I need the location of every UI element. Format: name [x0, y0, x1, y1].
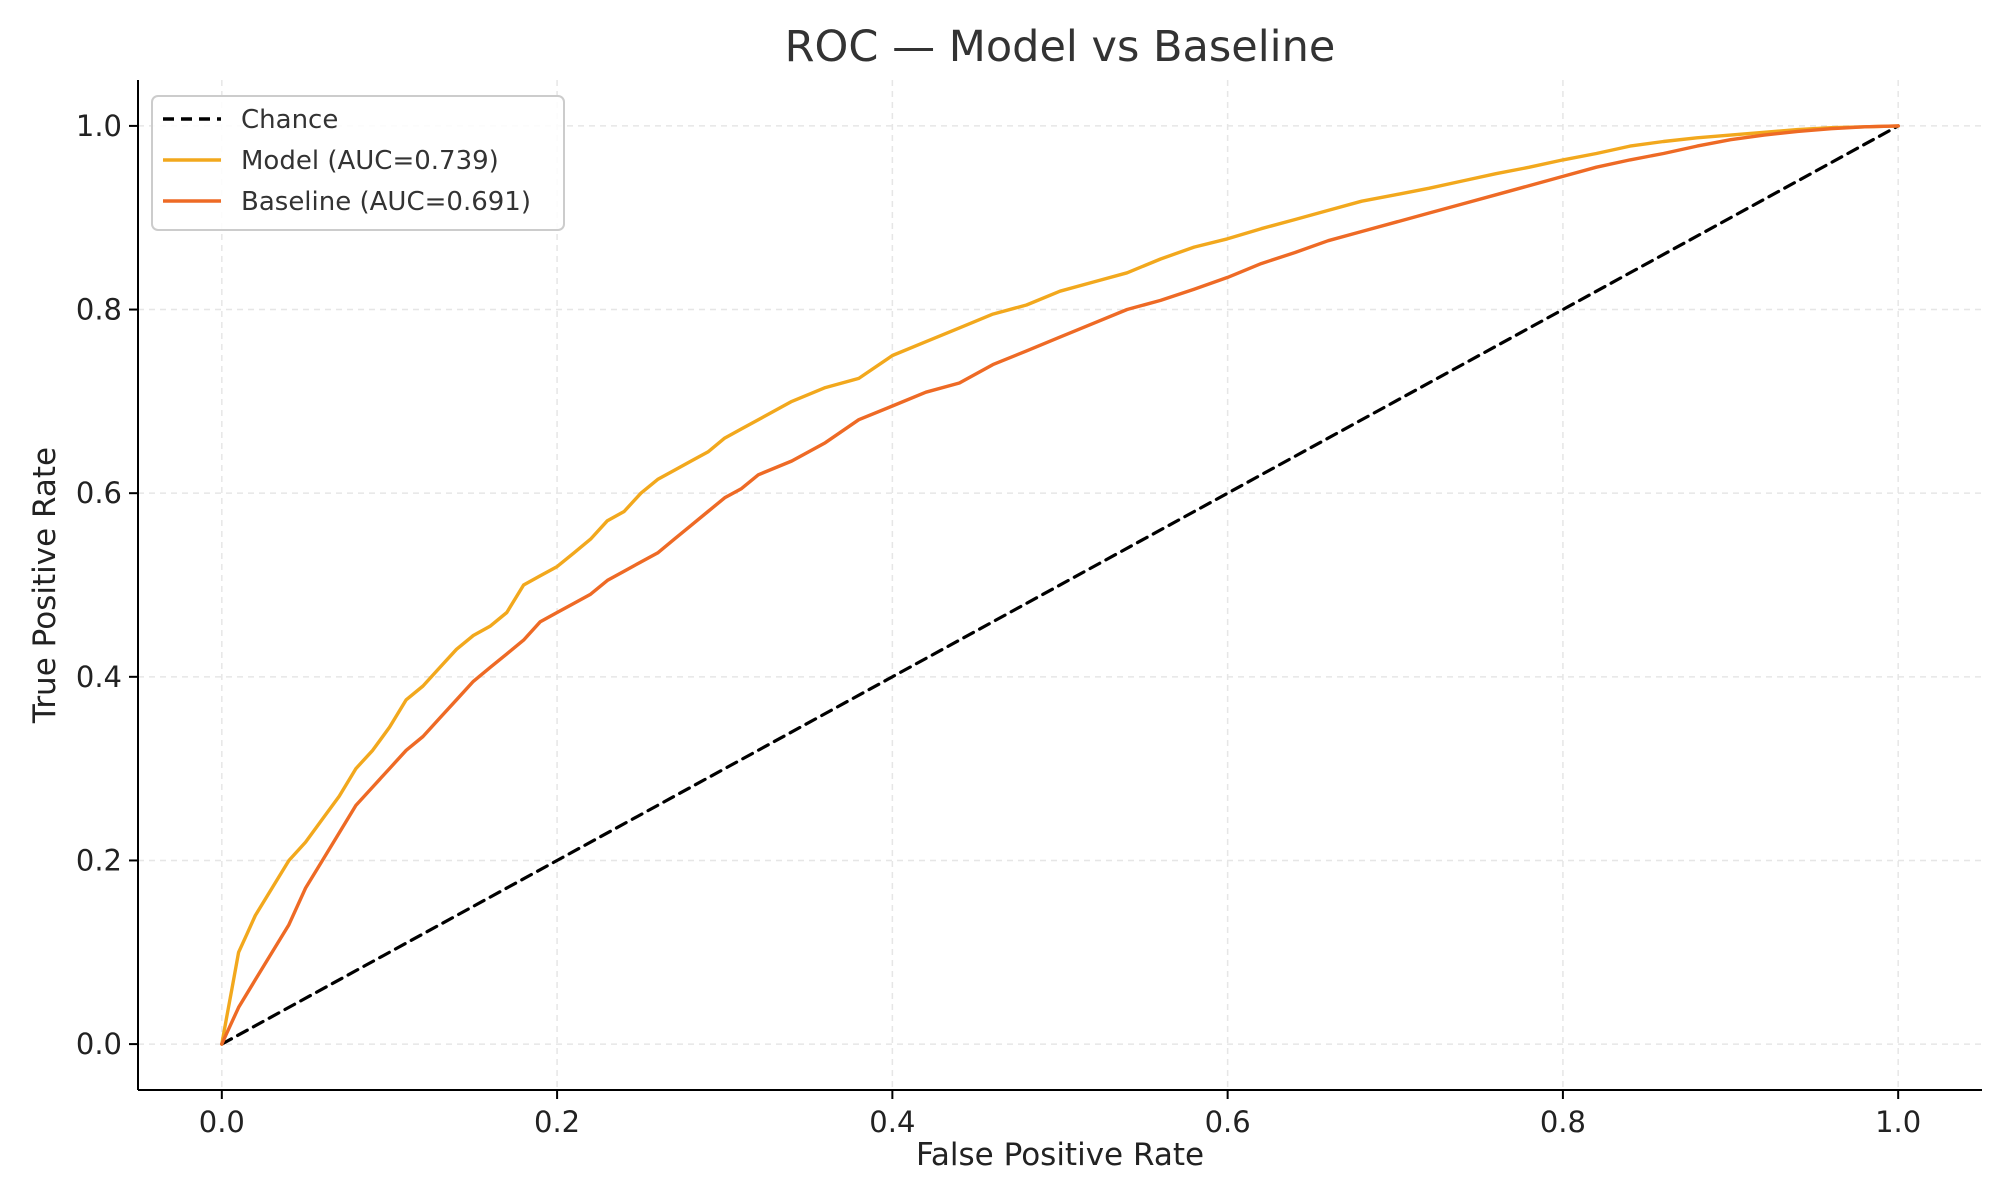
legend-items: Chance Model (AUC=0.739) Baseline (AUC=0.6… — [163, 105, 531, 217]
x-tick-label: 0.2 — [534, 1105, 580, 1139]
x-tick-label: 0.4 — [869, 1105, 915, 1139]
series-line-baseline — [220, 124, 1900, 1046]
y-tick-label: 1.0 — [76, 109, 122, 143]
series-line-model — [220, 124, 1900, 1046]
y-tick-label: 0.2 — [76, 843, 122, 877]
chart-title: ROC — Model vs Baseline — [785, 22, 1336, 72]
axes-layer — [137, 80, 1982, 1091]
x-tick-label: 0.6 — [1205, 1105, 1251, 1139]
series-layer — [220, 124, 1900, 1046]
grid-layer — [138, 80, 1982, 1090]
x-tick-label: 0.0 — [199, 1105, 245, 1139]
x-tick-label: 0.8 — [1540, 1105, 1586, 1139]
y-tick-label: 0.4 — [76, 660, 122, 694]
y-tick-label: 0.6 — [76, 476, 122, 510]
legend-label-baseline: Baseline (AUC=0.691) — [241, 187, 531, 217]
legend-box — [151, 95, 565, 231]
y-tick-label: 0.8 — [76, 293, 122, 327]
tick-layer: 0.0 0.2 0.4 0.6 0.8 1.0 0.0 0.2 0.4 0.6 0.8 1.0 — [76, 109, 1921, 1139]
legend-label-chance: Chance — [241, 105, 338, 135]
legend: Chance Model (AUC=0.739) Baseline (AUC=0.6… — [151, 95, 565, 231]
y-axis-label: True Positive Rate — [27, 447, 63, 724]
x-axis-label: False Positive Rate — [916, 1137, 1204, 1173]
legend-label-model: Model (AUC=0.739) — [241, 146, 499, 176]
x-tick-label: 1.0 — [1875, 1105, 1921, 1139]
y-tick-label: 0.0 — [76, 1027, 122, 1061]
series-line-chance — [220, 124, 1900, 1046]
